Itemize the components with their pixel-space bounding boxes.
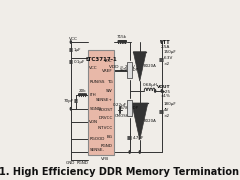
Text: VDD = 2.5V: VDD = 2.5V [109, 65, 135, 69]
Text: VON: VON [89, 120, 98, 124]
Text: VREF: VREF [102, 69, 113, 73]
Text: VCC: VCC [104, 58, 113, 62]
Text: 1µF: 1µF [73, 48, 81, 52]
Text: SGND: SGND [89, 107, 101, 111]
Text: ×2: ×2 [164, 114, 170, 118]
Text: 0.22µF: 0.22µF [113, 103, 127, 107]
Text: DRVCC: DRVCC [99, 116, 113, 120]
Circle shape [70, 108, 71, 110]
Text: PGOOD: PGOOD [89, 137, 105, 141]
Text: 180µF: 180µF [164, 102, 177, 106]
Bar [127, 62, 132, 78]
Text: SW: SW [106, 89, 113, 93]
Text: 70pF: 70pF [64, 99, 74, 103]
Text: RUN/SS: RUN/SS [89, 80, 105, 84]
Circle shape [161, 90, 162, 92]
Text: VCC: VCC [89, 66, 98, 70]
Text: Figure 1. High Efficiency DDR Memory Termination Supply: Figure 1. High Efficiency DDR Memory Ter… [0, 167, 240, 177]
Text: 2.5A: 2.5A [161, 45, 170, 49]
Bar [88, 50, 114, 155]
Text: 4.7µF: 4.7µF [133, 136, 144, 140]
Text: 4V: 4V [164, 108, 169, 112]
Text: 20k: 20k [78, 89, 86, 93]
Text: SENSE+: SENSE+ [96, 98, 113, 102]
Circle shape [155, 90, 156, 92]
Text: 0.1µF: 0.1µF [73, 60, 85, 64]
Text: VFB: VFB [102, 157, 110, 161]
Text: B320A: B320A [143, 64, 156, 68]
Text: LTC3717-1: LTC3717-1 [85, 57, 117, 62]
Text: VCC: VCC [69, 37, 78, 41]
Text: VTT: VTT [160, 39, 170, 44]
Text: ITH: ITH [89, 93, 96, 97]
Text: CMOSH-3: CMOSH-3 [115, 114, 134, 118]
Text: 0.68µH: 0.68µH [143, 83, 157, 87]
Text: VOUT: VOUT [157, 85, 170, 89]
Text: BOOST: BOOST [99, 108, 113, 112]
Circle shape [139, 151, 140, 153]
Text: TG: TG [107, 80, 113, 84]
Text: 150µF: 150µF [164, 50, 177, 54]
Text: B320A: B320A [143, 120, 156, 123]
Text: ×2: ×2 [164, 62, 170, 66]
Text: Si7840DP: Si7840DP [120, 106, 139, 110]
Text: PGND: PGND [76, 161, 88, 165]
Polygon shape [132, 103, 148, 140]
Polygon shape [133, 52, 146, 81]
Circle shape [70, 41, 71, 43]
Text: 1.25: 1.25 [162, 90, 170, 94]
Circle shape [161, 41, 162, 43]
Text: SENSE-: SENSE- [90, 148, 105, 152]
Text: 6.3V: 6.3V [164, 56, 173, 60]
Text: ±1%: ±1% [161, 94, 170, 98]
Text: Si7840DP: Si7840DP [120, 68, 139, 72]
Circle shape [129, 151, 130, 153]
Text: PGND: PGND [101, 144, 113, 148]
Text: 715k: 715k [117, 35, 127, 39]
Bar [127, 100, 132, 116]
Text: GND: GND [66, 161, 76, 165]
Text: INTVCC: INTVCC [98, 126, 113, 130]
Text: BG: BG [107, 135, 113, 139]
